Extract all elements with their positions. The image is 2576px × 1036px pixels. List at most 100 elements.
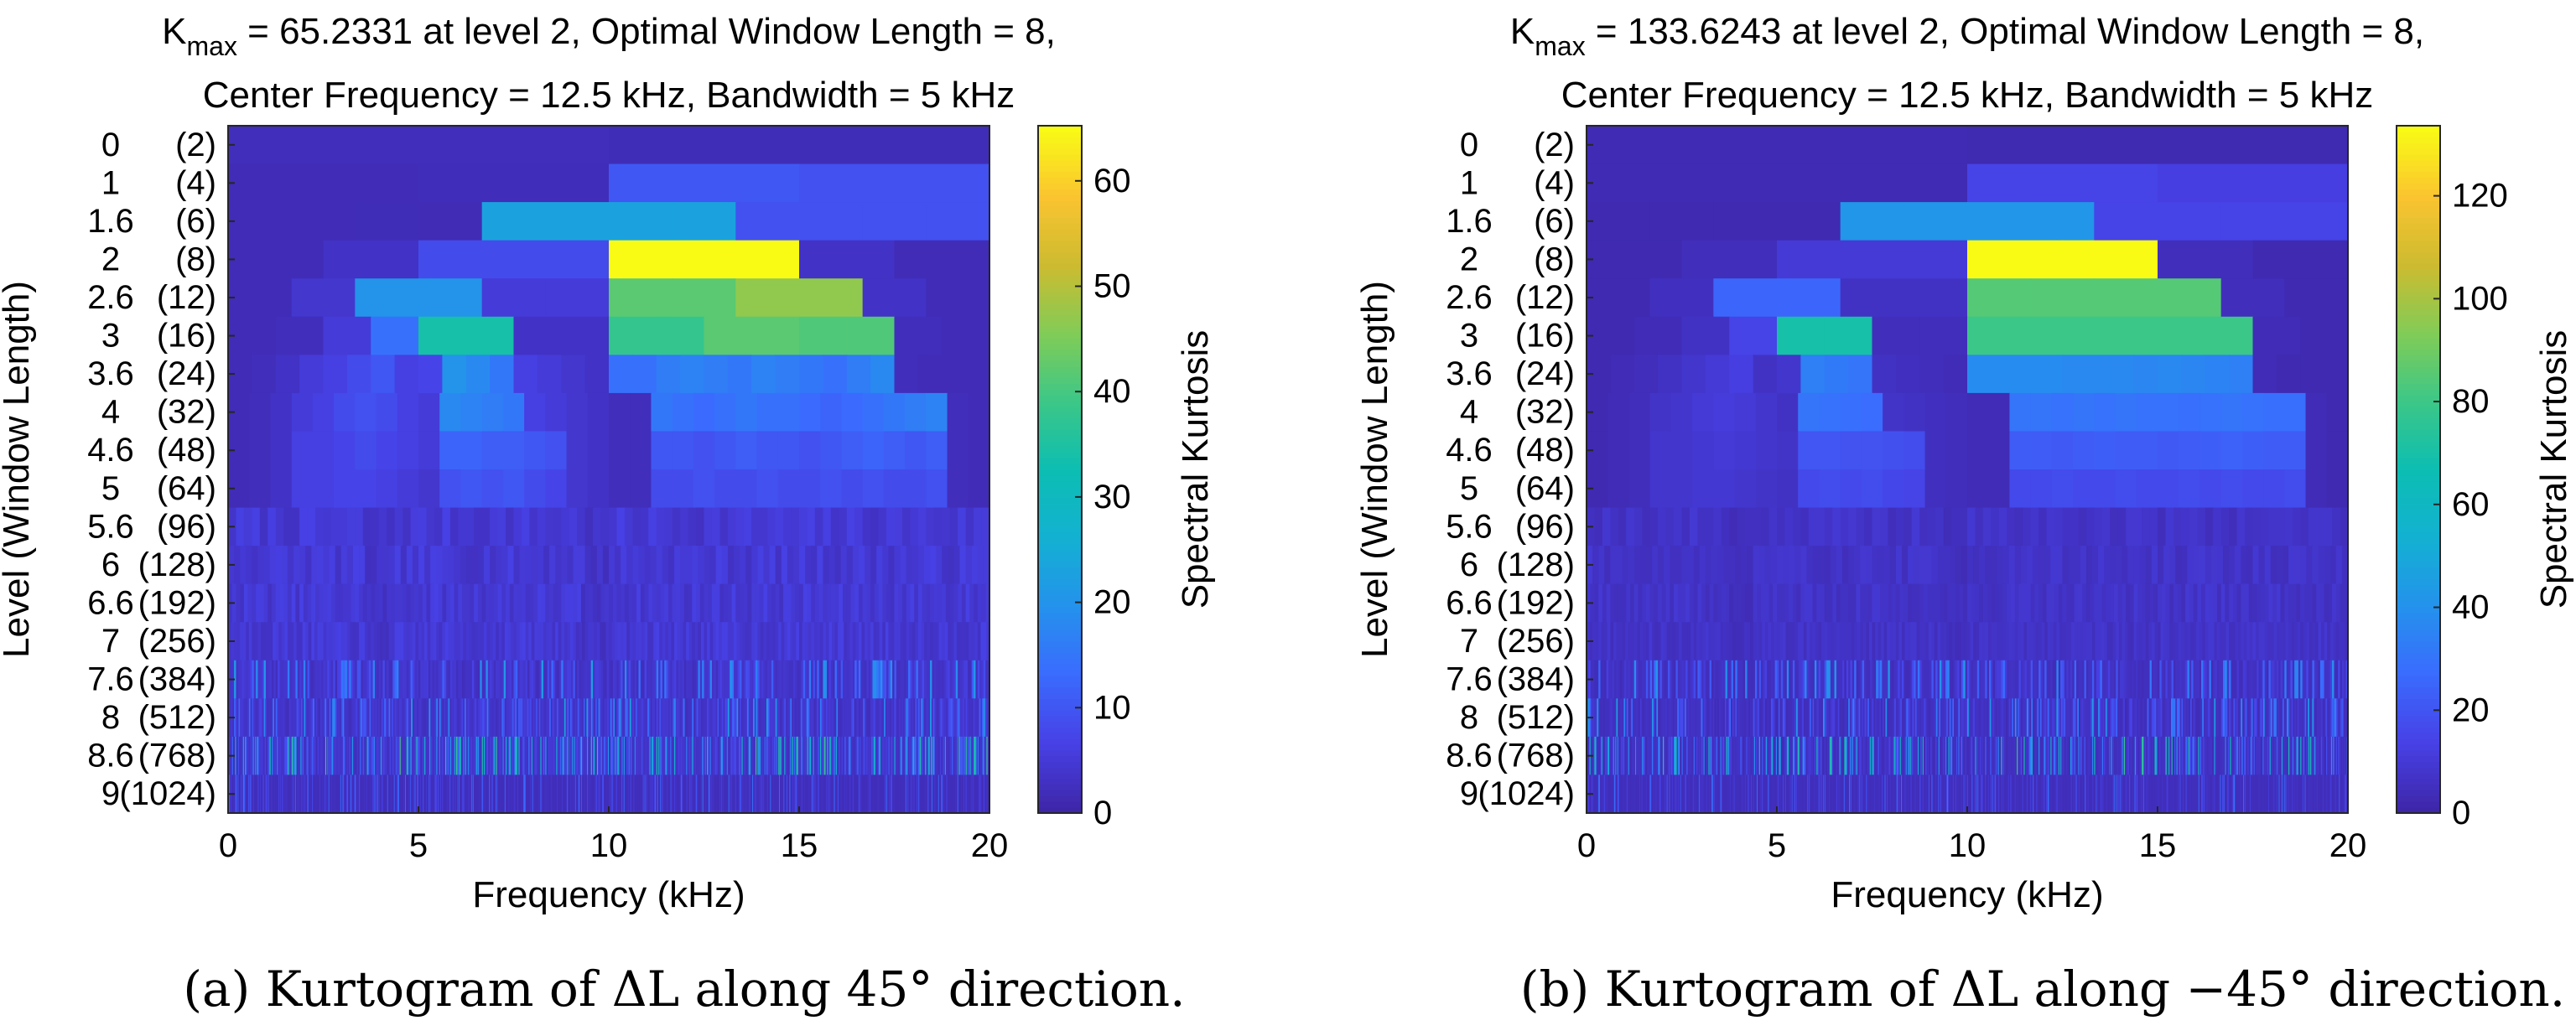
- colorbar-segment: [1038, 142, 1082, 149]
- heatmap-cell: [2300, 316, 2349, 355]
- heatmap-cell: [1697, 583, 1702, 623]
- heatmap-cell: [1607, 469, 1630, 509]
- heatmap-cell: [448, 774, 449, 814]
- heatmap-cell: [311, 660, 314, 699]
- colorbar-segment: [1038, 401, 1082, 407]
- heatmap-cell: [454, 622, 458, 661]
- heatmap-cell: [1794, 660, 1798, 699]
- heatmap-cell: [2014, 507, 2023, 546]
- heatmap-cell: [953, 660, 957, 699]
- heatmap-cell: [942, 774, 943, 814]
- heatmap-cell: [715, 622, 719, 661]
- heatmap-cell: [395, 736, 397, 776]
- heatmap-cell: [1735, 546, 1742, 585]
- heatmap-cell: [262, 774, 265, 814]
- heatmap-cell: [1601, 622, 1605, 661]
- heatmap-cell: [911, 622, 916, 661]
- heatmap-cell: [2026, 546, 2033, 585]
- heatmap-cell: [948, 546, 955, 585]
- y-tick-label-level: 2: [101, 241, 120, 277]
- heatmap-cell: [403, 736, 406, 776]
- heatmap-cell: [587, 392, 610, 433]
- heatmap-cell: [1649, 202, 1714, 241]
- heatmap-cell: [368, 774, 371, 814]
- heatmap-cell: [442, 622, 446, 661]
- heatmap-cell: [873, 736, 875, 776]
- y-tick-label-window: (8): [175, 241, 216, 277]
- heatmap-cell: [745, 774, 747, 814]
- heatmap-cell: [428, 660, 431, 699]
- heatmap-cell: [921, 774, 922, 814]
- heatmap-cell: [2014, 316, 2064, 355]
- heatmap-cell: [974, 736, 977, 776]
- heatmap-cell: [1678, 622, 1683, 661]
- heatmap-cell: [865, 546, 871, 585]
- heatmap-cell: [286, 736, 288, 776]
- heatmap-cell: [430, 583, 435, 623]
- heatmap-cell: [823, 698, 825, 738]
- heatmap-cell: [2341, 546, 2349, 585]
- heatmap-cell: [513, 660, 517, 699]
- heatmap-cell: [945, 736, 948, 776]
- heatmap-cell: [2274, 660, 2277, 699]
- heatmap-cell: [898, 736, 901, 776]
- heatmap-cell: [969, 736, 972, 776]
- heatmap-cell: [935, 774, 937, 814]
- heatmap-cell: [340, 698, 344, 738]
- heatmap-cell: [416, 774, 418, 814]
- heatmap-cell: [983, 622, 988, 661]
- heatmap-cell: [291, 736, 293, 776]
- heatmap-cell: [799, 240, 896, 279]
- heatmap-cell: [555, 736, 557, 776]
- heatmap-cell: [564, 736, 566, 776]
- heatmap-cell: [1848, 622, 1852, 661]
- heatmap-cell: [302, 774, 304, 814]
- colorbar-segment: [1038, 526, 1082, 533]
- heatmap-cell: [2120, 660, 2123, 699]
- heatmap-cell: [335, 774, 337, 814]
- heatmap-cell: [2254, 660, 2257, 699]
- heatmap-cell: [547, 736, 549, 776]
- colorbar-segment: [1038, 583, 1082, 591]
- heatmap-cell: [257, 660, 261, 699]
- heatmap-cell: [641, 774, 643, 814]
- heatmap-cell: [2326, 469, 2349, 509]
- heatmap-cell: [297, 774, 299, 814]
- heatmap-cell: [1903, 278, 1968, 318]
- heatmap-cell: [507, 546, 515, 585]
- heatmap-cell: [2252, 583, 2257, 623]
- heatmap-cell: [648, 660, 652, 699]
- heatmap-cell: [2235, 546, 2241, 585]
- heatmap-cell: [560, 736, 562, 776]
- heatmap-cell: [333, 774, 335, 814]
- heatmap-cell: [543, 774, 545, 814]
- heatmap-cell: [2236, 583, 2241, 623]
- heatmap-cell: [606, 736, 609, 776]
- heatmap-cell: [629, 736, 631, 776]
- heatmap-cell: [1852, 583, 1857, 623]
- heatmap-cell: [2298, 660, 2301, 699]
- heatmap-cell: [240, 546, 247, 585]
- heatmap-cell: [433, 736, 435, 776]
- heatmap-cell: [374, 583, 380, 623]
- heatmap-cell: [1649, 622, 1653, 661]
- heatmap-cell: [329, 698, 331, 738]
- heatmap-cell: [1755, 431, 1778, 470]
- heatmap-cell: [1652, 546, 1659, 585]
- colorbar-label: Spectral Kurtosis: [1175, 330, 1216, 609]
- heatmap-cell: [824, 698, 827, 738]
- heatmap-cell: [1620, 660, 1623, 699]
- heatmap-cell: [654, 736, 657, 776]
- heatmap-cell: [1792, 507, 1801, 546]
- heatmap-cell: [2205, 546, 2212, 585]
- heatmap-cell: [1727, 660, 1730, 699]
- heatmap-cell: [451, 774, 453, 814]
- heatmap-cell: [850, 660, 854, 699]
- heatmap-cell: [607, 698, 610, 738]
- heatmap-cell: [2205, 316, 2254, 355]
- heatmap-cell: [296, 774, 299, 814]
- heatmap-cell: [533, 736, 535, 776]
- heatmap-cell: [2284, 392, 2307, 433]
- heatmap-cell: [352, 736, 355, 776]
- heatmap-cell: [940, 774, 942, 814]
